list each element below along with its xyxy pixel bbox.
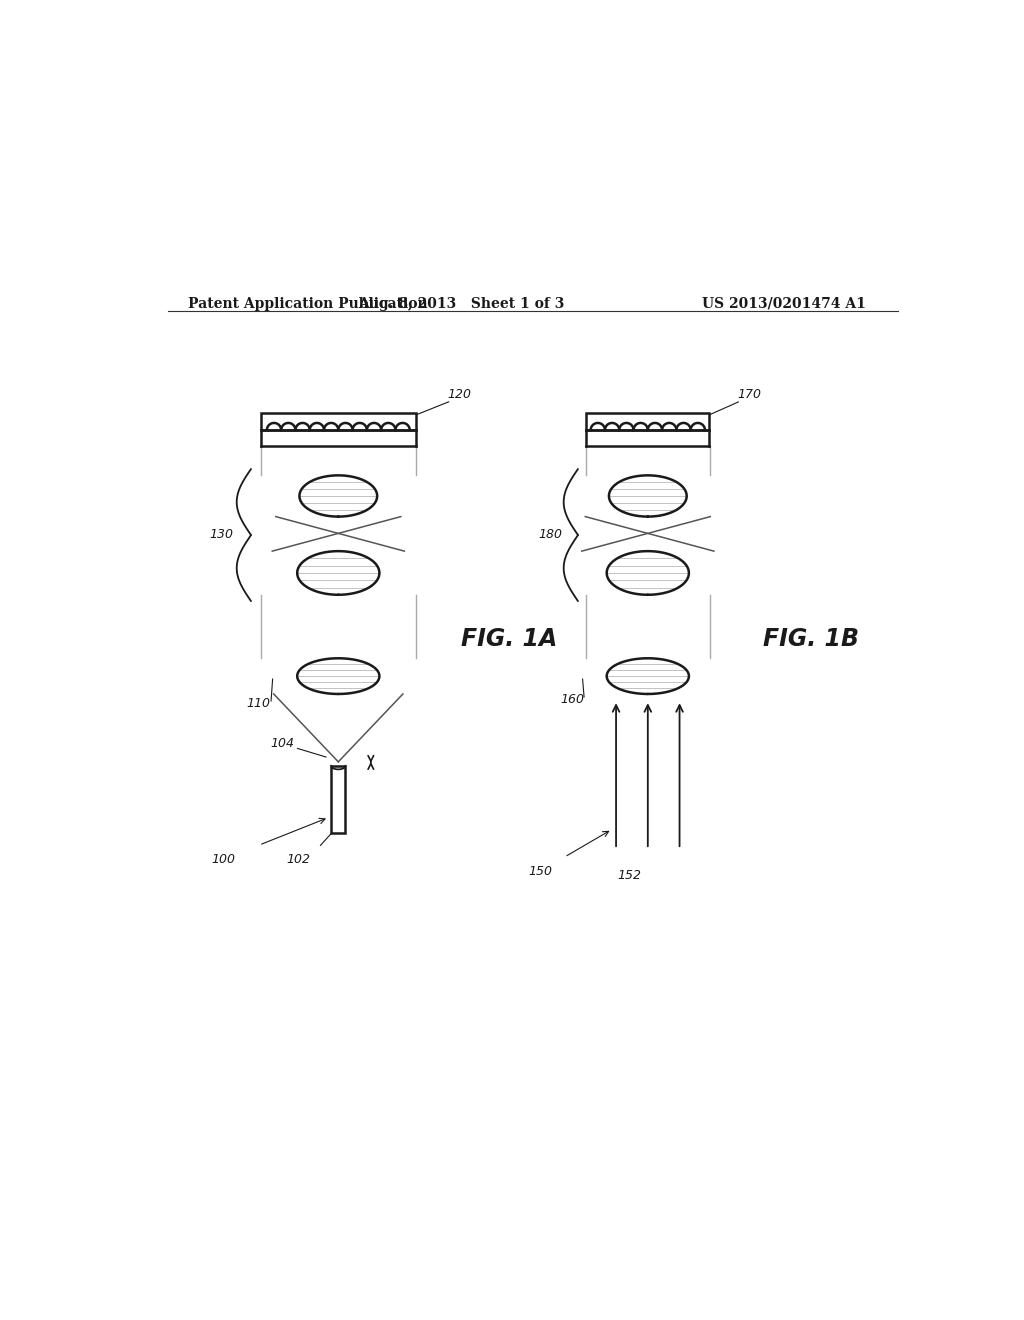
Text: 170: 170 (737, 388, 761, 401)
Text: Patent Application Publication: Patent Application Publication (187, 297, 427, 312)
Text: 150: 150 (528, 865, 553, 878)
Text: 100: 100 (211, 853, 236, 866)
Text: FIG. 1A: FIG. 1A (462, 627, 557, 651)
Text: Aug. 8, 2013   Sheet 1 of 3: Aug. 8, 2013 Sheet 1 of 3 (358, 297, 564, 312)
Text: 152: 152 (617, 869, 642, 882)
Text: 110: 110 (247, 697, 270, 710)
Bar (261, 413, 416, 430)
Text: 160: 160 (560, 693, 585, 706)
Text: 130: 130 (210, 528, 233, 541)
Text: US 2013/0201474 A1: US 2013/0201474 A1 (702, 297, 866, 312)
Bar (587, 413, 710, 430)
Text: 120: 120 (447, 388, 471, 401)
Text: 102: 102 (287, 853, 310, 866)
Text: FIG. 1B: FIG. 1B (763, 627, 859, 651)
Text: 180: 180 (538, 528, 562, 541)
Bar (331, 766, 345, 833)
Text: 104: 104 (270, 737, 295, 750)
